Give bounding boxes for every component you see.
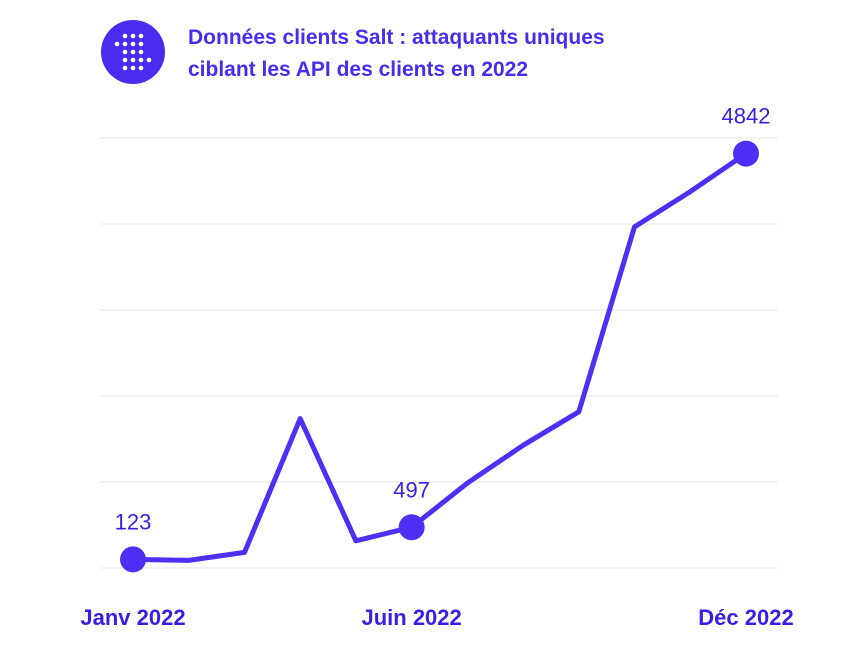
salt-logo-icon [101,20,165,84]
logo-dot [138,41,144,47]
logo-dot [146,57,152,63]
logo-dot [138,49,144,55]
chart-title-line-1: Données clients Salt : attaquants unique… [188,26,605,49]
logo-dot [122,41,128,47]
logo-dot [138,65,144,71]
logo-dot [114,41,120,47]
x-tick-label-0: Janv 2022 [80,605,185,630]
chart-title: Données clients Salt : attaquants unique… [188,22,748,86]
logo-dot [138,57,144,63]
x-tick-label-5: Juin 2022 [361,605,461,630]
logo-dot [130,49,136,55]
logo-dot [122,49,128,55]
logo-dot [130,65,136,71]
grid-lines [100,137,778,569]
x-axis-ticks: Janv 2022 Juin 2022 Déc 2022 [80,605,793,630]
series-line-group [130,151,749,563]
series-line [130,151,749,563]
salt-dots-logo-icon [114,33,152,71]
logo-dot [130,57,136,63]
chart-title-line-2: ciblant les API des clients en 2022 [188,58,529,81]
logo-dot [122,65,128,71]
data-point-5 [398,514,425,541]
data-point-0 [120,546,146,573]
data-point-11 [733,140,759,167]
logo-dot [122,57,128,63]
logo-dot [130,41,136,47]
logo-dot [122,33,128,39]
data-labels: 123 497 4842 [115,104,771,535]
data-label-11: 4842 [722,104,771,129]
data-label-0: 123 [115,509,152,534]
x-tick-label-11: Déc 2022 [698,605,793,630]
logo-dot [138,33,144,39]
data-points [120,140,759,573]
logo-dot [130,33,136,39]
data-label-5: 497 [393,477,430,502]
